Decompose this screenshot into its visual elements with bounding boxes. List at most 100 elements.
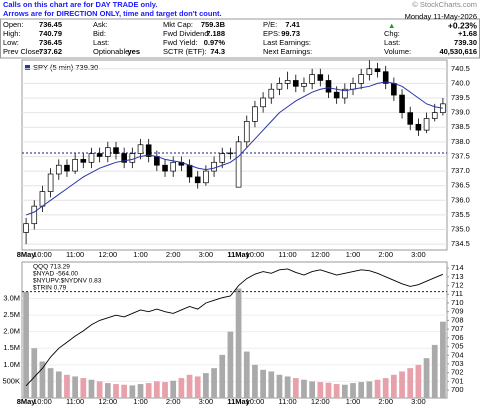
y-tick-label: 738.5 [451, 122, 470, 131]
quote-value: 7.188 [206, 29, 225, 38]
volume-bar [72, 376, 78, 398]
volume-bar [235, 288, 242, 398]
x-tick-label: 3:00 [411, 397, 426, 406]
volume-bar [366, 381, 373, 398]
candle-body [227, 152, 234, 155]
candle-body [39, 191, 46, 207]
candle-body [88, 153, 95, 163]
volume-bar [211, 368, 217, 398]
up-arrow: ▲ [388, 21, 395, 30]
candle-body [121, 153, 127, 163]
candle-body [423, 118, 430, 131]
quote-value: 736.45 [39, 20, 62, 29]
volume-bar [145, 383, 152, 398]
y-tick-label: 739.5 [451, 93, 470, 102]
candle-body [154, 156, 160, 166]
y2-tick-label: 706 [451, 333, 464, 342]
volume-bar [104, 383, 111, 398]
quote-label: Prev Close: [3, 47, 42, 56]
quote-label: Fwd Dividend: [163, 29, 211, 38]
volume-bar [121, 384, 128, 398]
volume-bar [440, 321, 446, 398]
candle-body [219, 153, 226, 163]
y-tick-label: 1.0M [3, 360, 20, 369]
y-tick-label: 500K [2, 376, 20, 385]
candle-body [407, 112, 414, 125]
candle-body [252, 106, 258, 122]
quote-date: Monday 11-May-2026 [405, 12, 477, 21]
quote-value: 7.41 [285, 20, 300, 29]
y-tick-label: 736.0 [451, 195, 470, 204]
moving-average [25, 81, 444, 216]
y2-tick-label: 705 [451, 342, 464, 351]
x-tick-label: 11May [227, 250, 250, 259]
quote-label: Mkt Cap: [163, 20, 193, 29]
volume-bar [178, 378, 185, 398]
quote-value: 736.45 [39, 38, 62, 47]
candle-body [31, 205, 38, 225]
y2-tick-label: 701 [451, 376, 464, 385]
y-tick-label: 2.0M [3, 327, 20, 336]
y2-tick-label: 710 [451, 298, 464, 307]
candle-body [325, 80, 332, 93]
volume-bar [162, 382, 168, 398]
candle-body [129, 153, 136, 163]
quote-label: Fwd Yield: [163, 38, 198, 47]
quote-label: SCTR (ETF): [163, 47, 207, 56]
volume-bar [301, 379, 307, 398]
y2-tick-label: 703 [451, 359, 464, 368]
volume-bar [423, 358, 430, 398]
volume-bar [325, 382, 332, 398]
x-tick-label: 12:00 [311, 250, 330, 259]
y2-tick-label: 712 [451, 281, 464, 290]
volume-bar [170, 380, 177, 398]
volume-bar [137, 384, 144, 398]
quote-label: Ask: [93, 20, 108, 29]
candle-body [113, 147, 119, 154]
x-tick-label: 2:00 [378, 250, 393, 259]
volume-bar [129, 385, 136, 398]
candle-body [301, 83, 307, 87]
volume-bar [80, 378, 87, 398]
x-tick-label: 1:00 [133, 250, 148, 259]
change-pct: +0.23% [448, 20, 478, 30]
candle-body [170, 161, 177, 172]
candle-body [292, 80, 299, 87]
volume-bar [219, 354, 226, 398]
volume-bar [203, 373, 209, 398]
candle-body [235, 141, 242, 188]
y2-tick-label: 711 [451, 289, 463, 298]
quote-label: Next Earnings: [263, 47, 312, 56]
y-tick-label: 740.5 [451, 64, 470, 73]
volume-bar [341, 384, 348, 398]
candle-body [284, 80, 291, 84]
candle-body [72, 159, 78, 172]
quote-label: Open: [3, 20, 23, 29]
y-tick-label: 737.5 [451, 151, 470, 160]
x-tick-label: 11May [227, 397, 250, 406]
candle-body [374, 68, 381, 73]
candle-body [243, 121, 250, 143]
candle-body [137, 144, 144, 154]
legend: $NYAD -564.00 [33, 271, 78, 278]
volume-bar [153, 381, 160, 398]
y2-tick-label: 709 [451, 307, 464, 316]
x-tick-label: 12:00 [98, 250, 117, 259]
y-tick-label: 740.0 [451, 78, 470, 87]
volume-bar [31, 348, 38, 398]
quote-label: Bid: [93, 29, 106, 38]
candle-body [260, 97, 266, 108]
legend: QQQ 713.29 [33, 264, 70, 271]
legend: $NYUPV:$NYDNV 0.83 [33, 278, 102, 285]
x-tick-label: 10:00 [33, 397, 52, 406]
quote-value: 0.97% [204, 38, 226, 47]
quote-label: Optionable: [93, 47, 131, 56]
x-tick-label: 3:00 [199, 397, 214, 406]
price-line [25, 268, 444, 387]
volume-bar [399, 371, 405, 398]
volume-bar [194, 376, 201, 398]
candle-body [268, 88, 275, 99]
candle-body [105, 147, 111, 157]
x-tick-label: 2:00 [166, 250, 181, 259]
